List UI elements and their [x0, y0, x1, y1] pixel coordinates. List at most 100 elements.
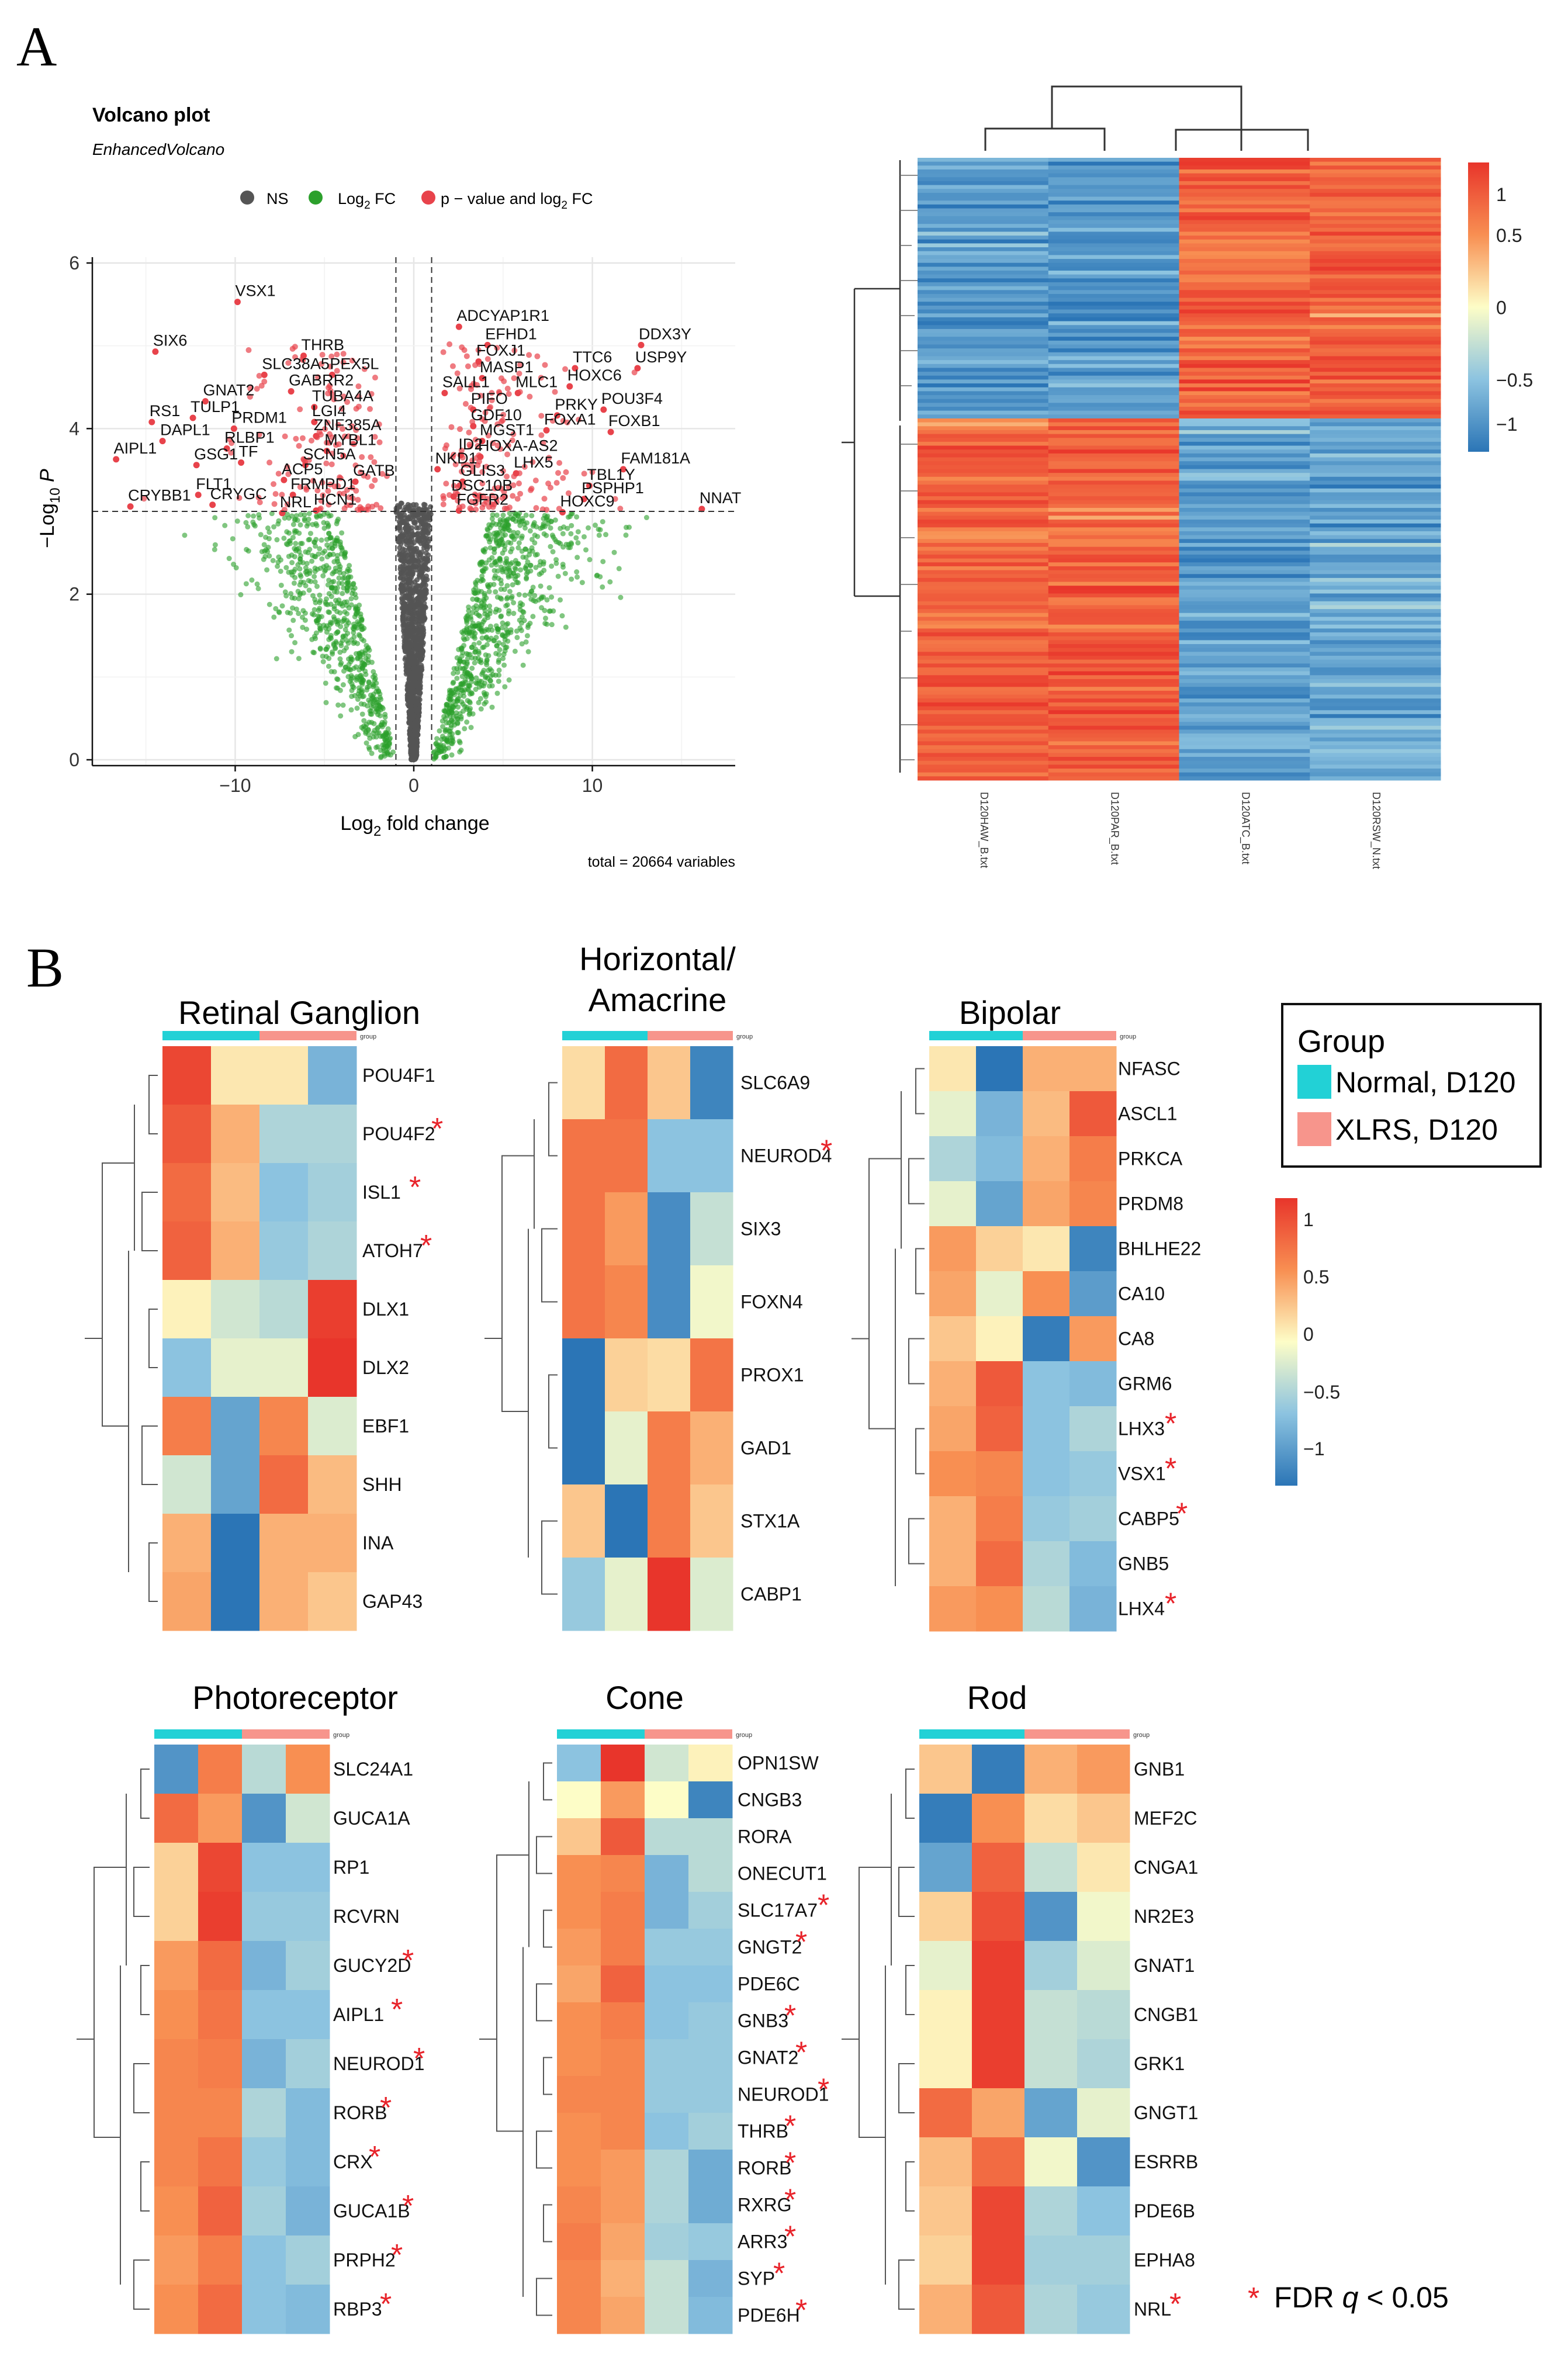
point-fc — [479, 573, 485, 579]
point-fc — [382, 714, 388, 720]
point-fc — [506, 608, 512, 614]
heatmap-cell — [929, 1496, 977, 1542]
heatmap-cell — [918, 445, 1049, 450]
heatmap-cell — [1179, 574, 1310, 579]
legend-fc-label: Log2 FC — [338, 190, 396, 212]
heatmap-cell — [1310, 297, 1441, 302]
heatmap-cell — [1310, 539, 1441, 544]
point-fc — [550, 549, 556, 555]
heatmap-cell — [1048, 391, 1179, 396]
point-fc — [249, 577, 255, 583]
heatmap-cell — [645, 2039, 689, 2077]
point-fc — [356, 632, 362, 638]
heatmap-cell — [1310, 473, 1441, 477]
heatmap-cell — [1310, 173, 1441, 178]
heatmap-cell — [198, 2137, 243, 2187]
point-fc — [344, 584, 350, 590]
heatmap-cell — [286, 2236, 330, 2285]
heatmap-cell — [1179, 515, 1310, 520]
heatmap-cell — [1179, 769, 1310, 773]
heatmap-cell — [557, 2260, 601, 2297]
heatmap-cell — [645, 1818, 689, 1856]
heatmap-cell — [1179, 710, 1310, 715]
group-bar-normal — [562, 1031, 648, 1040]
point-ns — [414, 688, 420, 694]
heatmap-cell — [918, 617, 1049, 621]
heatmap-title: Photoreceptor — [192, 1679, 398, 1716]
heatmap-cell — [286, 2137, 330, 2187]
heatmap-cell — [1048, 551, 1179, 555]
point-ns — [407, 508, 413, 514]
point-fc — [495, 568, 501, 574]
point-fc — [290, 605, 296, 611]
point-ns — [418, 557, 424, 563]
overall-heatmap-column-labels: D120HAW_B.txt D120PAR_B.txt D120ATC_B.txt D… — [978, 792, 1382, 869]
point-fc — [549, 594, 555, 600]
point-fc — [497, 595, 503, 601]
point-labeled — [148, 418, 155, 425]
heatmap-cell — [1048, 558, 1179, 563]
point-fc — [449, 735, 455, 741]
point-ns — [404, 542, 410, 548]
heatmap-cell — [1179, 508, 1310, 513]
heatmap-cell — [1077, 1941, 1130, 1991]
heatmap-cell — [918, 271, 1049, 275]
point-fc — [447, 714, 453, 719]
heatmap-cell — [308, 1046, 357, 1105]
heatmap-cell — [918, 418, 1049, 423]
heatmap-cell — [1048, 640, 1179, 645]
heatmap-cell — [1310, 352, 1441, 357]
point-fc — [182, 532, 188, 538]
point-fc — [489, 704, 495, 710]
gene-label: POU3F4 — [601, 390, 663, 407]
heatmap-cell — [1310, 520, 1441, 524]
point-fc — [352, 733, 358, 739]
gene-label: RORB — [333, 2102, 387, 2123]
point-significant — [326, 440, 333, 446]
heatmap-cell — [919, 1843, 972, 1892]
heatmap-cell — [1179, 317, 1310, 322]
point-fc — [335, 620, 341, 625]
heatmap-cell — [648, 1558, 691, 1631]
heatmap-cell — [1310, 706, 1441, 711]
heatmap-cell — [1179, 344, 1310, 349]
gene-label: EFHD1 — [485, 325, 537, 342]
legend-fc-dot — [309, 191, 323, 205]
point-fc — [502, 648, 508, 654]
point-fc — [489, 668, 494, 674]
heatmap-cell — [198, 1843, 243, 1892]
heatmap-cell — [1179, 624, 1310, 629]
significance-star: * — [821, 1134, 832, 1168]
heatmap-cell — [1179, 321, 1310, 326]
heatmap-cell — [1310, 733, 1441, 738]
gene-label: LHX5 — [514, 454, 553, 471]
heatmap-cell — [1179, 539, 1310, 544]
heatmap-cell — [1179, 520, 1310, 524]
gene-label: NR2E3 — [1134, 1906, 1194, 1927]
heatmap-cell — [918, 360, 1049, 365]
heatmap-cell — [918, 667, 1049, 672]
point-fc — [541, 521, 546, 527]
point-fc — [457, 693, 463, 698]
point-fc — [490, 512, 496, 518]
heatmap-cell — [154, 1990, 199, 2040]
point-ns — [406, 570, 411, 576]
point-fc — [298, 512, 304, 518]
point-significant — [499, 495, 506, 501]
gene-label: CA8 — [1118, 1328, 1154, 1349]
heatmap-cell — [1179, 663, 1310, 668]
row-dendrogram — [842, 1769, 915, 2310]
heatmap-cell — [601, 1781, 645, 1819]
heatmap-cell — [918, 729, 1049, 734]
column-dendrogram — [984, 85, 1309, 151]
point-fc — [519, 641, 525, 647]
heatmap-cell — [1048, 527, 1179, 532]
point-significant — [335, 421, 341, 428]
heatmap-cell — [605, 1558, 648, 1631]
point-fc — [479, 567, 485, 573]
point-significant — [314, 374, 321, 380]
heatmap-cell — [918, 297, 1049, 302]
heatmap-cell — [1310, 271, 1441, 275]
point-fc — [308, 579, 314, 584]
